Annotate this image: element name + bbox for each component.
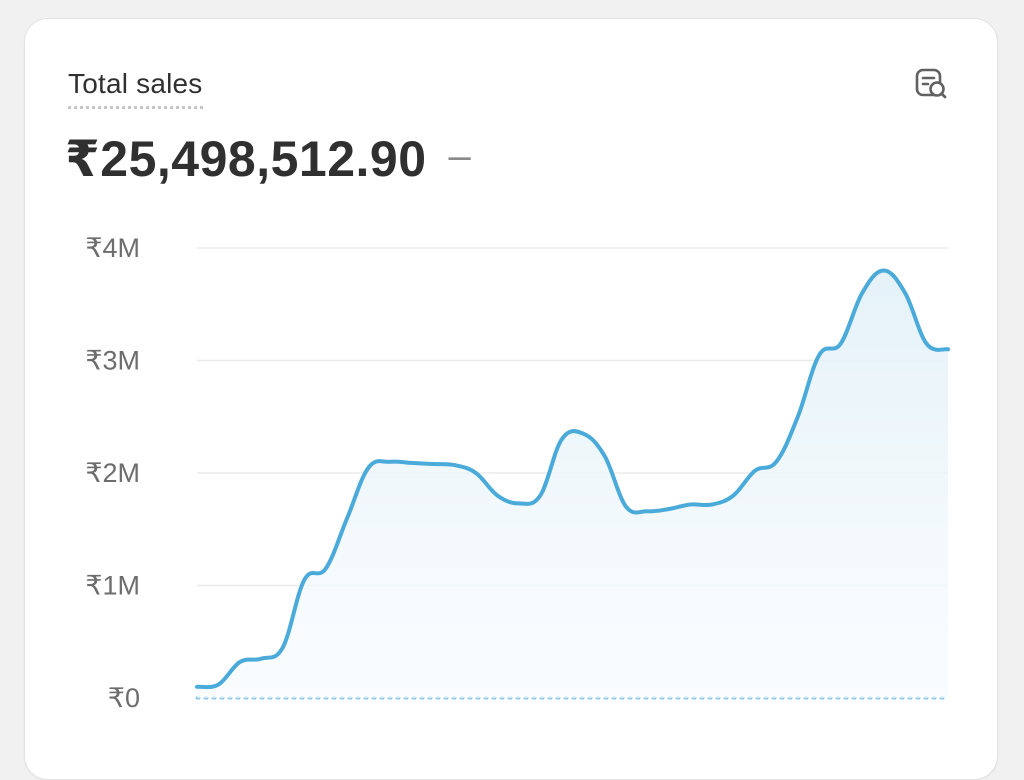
chart-series-line bbox=[195, 268, 950, 690]
y-tick-label: ₹0 bbox=[108, 683, 140, 713]
card-title[interactable]: Total sales bbox=[68, 68, 203, 109]
explore-data-button[interactable] bbox=[909, 63, 953, 107]
chart-y-axis: ₹0 ₹1M ₹2M ₹3M ₹4M bbox=[85, 233, 140, 713]
y-tick-label: ₹2M bbox=[85, 458, 140, 488]
series-line[interactable] bbox=[195, 268, 950, 690]
change-indicator: – bbox=[448, 134, 471, 178]
chart-area-fill bbox=[197, 270, 948, 698]
y-tick-label: ₹3M bbox=[85, 346, 140, 376]
chart-explore-icon bbox=[913, 65, 949, 106]
total-row: ₹25,498,512.90 – bbox=[65, 131, 471, 187]
series-area bbox=[197, 270, 948, 698]
sales-chart: ₹0 ₹1M ₹2M ₹3M ₹4M bbox=[85, 233, 950, 713]
y-tick-label: ₹4M bbox=[85, 233, 140, 263]
sales-card: ₹0 ₹1M ₹2M ₹3M ₹4M Total sales ₹25,498,512.9… bbox=[24, 18, 998, 780]
y-tick-label: ₹1M bbox=[85, 571, 140, 601]
total-sales-value: ₹25,498,512.90 bbox=[65, 131, 427, 187]
